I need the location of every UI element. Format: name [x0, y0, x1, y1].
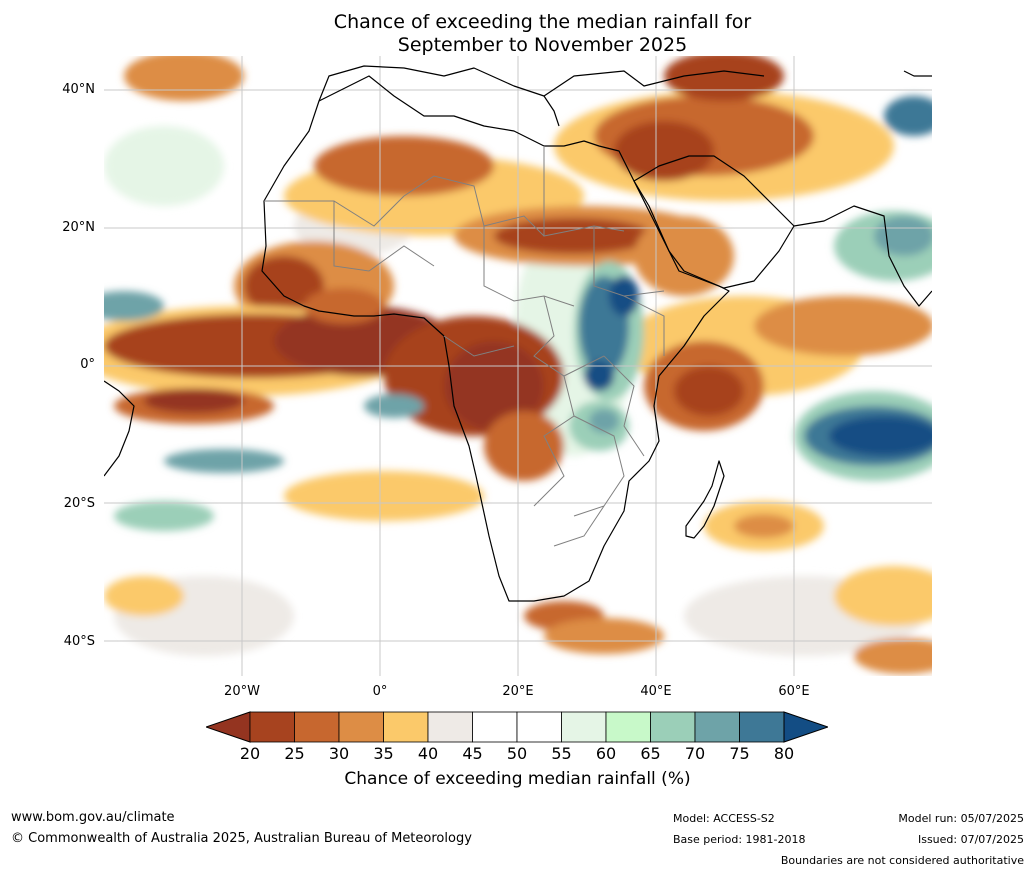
colorbar-tick-label: 70 [684, 744, 706, 763]
lat-label-20n: 20°N [62, 220, 95, 235]
colorbar-bin [694, 711, 740, 743]
colorbar-bin [249, 711, 295, 743]
colorbar-tick-label: 35 [373, 744, 394, 763]
graticule [104, 56, 932, 676]
colorbar-bin [294, 711, 340, 743]
colorbar-bin [561, 711, 607, 743]
colorbar-tick-label: 40 [417, 744, 439, 763]
colorbar-tick-label: 25 [284, 744, 305, 763]
colorbar-tick-label: 65 [640, 744, 661, 763]
colorbar-tick-label: 60 [595, 744, 617, 763]
colorbar [206, 711, 828, 743]
map-canvas [104, 56, 932, 676]
colorbar-tick-label: 80 [773, 744, 795, 763]
colorbar-label: Chance of exceeding median rainfall (%) [344, 769, 691, 789]
colorbar-bin [605, 711, 651, 743]
lon-label-20e: 20°E [502, 684, 534, 699]
lon-label-40e: 40°E [640, 684, 672, 699]
lon-label-0: 0° [372, 684, 388, 699]
colorbar-tick-label: 55 [551, 744, 572, 763]
coastlines [104, 65, 932, 602]
colorbar-bin [650, 711, 696, 743]
colorbar-bin [427, 711, 473, 743]
lat-label-40s: 40°S [63, 634, 95, 649]
colorbar-bin [338, 711, 384, 743]
colorbar-bin [472, 711, 518, 743]
colorbar-tick-label: 50 [506, 744, 528, 763]
footer-copyright: © Commonwealth of Australia 2025, Austra… [11, 831, 472, 846]
colorbar-tick-label: 30 [328, 744, 350, 763]
colorbar-tick-label: 20 [239, 744, 261, 763]
lat-label-40n: 40°N [62, 82, 95, 97]
rainfall-probability-map [104, 56, 932, 676]
footer-issued: Issued: 07/07/2025 [917, 833, 1024, 846]
footer-url: www.bom.gov.au/climate [11, 810, 175, 825]
colorbar-tick-label: 45 [462, 744, 483, 763]
lon-label-20w: 20°W [224, 684, 260, 699]
footer-disclaimer: Boundaries are not considered authoritat… [780, 854, 1024, 867]
lat-label-20s: 20°S [63, 496, 95, 511]
colorbar-bin [739, 711, 785, 743]
lon-label-60e: 60°E [778, 684, 810, 699]
colorbar-bin [383, 711, 429, 743]
colorbar-extend-max [783, 711, 828, 743]
footer-model: Model: ACCESS-S2 [673, 812, 775, 825]
lat-label-equator: 0° [80, 357, 95, 372]
footer-model-run: Model run: 05/07/2025 [898, 812, 1024, 825]
footer-base-period: Base period: 1981-2018 [673, 833, 806, 846]
colorbar-bin [516, 711, 562, 743]
map-title-line2: September to November 2025 [397, 34, 688, 56]
map-title-line1: Chance of exceeding the median rainfall … [333, 11, 752, 33]
colorbar-tick-label: 75 [729, 744, 750, 763]
colorbar-extend-min [206, 711, 251, 743]
country-borders [264, 146, 665, 547]
